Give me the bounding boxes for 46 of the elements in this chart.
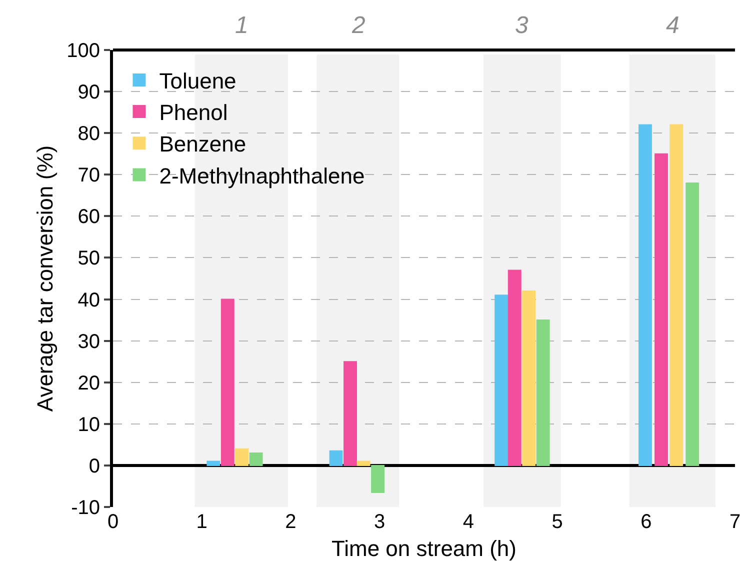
x-tick-label: 2	[285, 511, 296, 533]
y-tick-label: -10	[71, 497, 100, 519]
bar	[206, 460, 220, 466]
y-tick-label: 20	[78, 372, 100, 394]
y-tick-label: 30	[78, 330, 100, 353]
bar	[329, 450, 343, 466]
bar	[235, 448, 249, 466]
legend-label: Phenol	[159, 100, 228, 126]
y-tick-label: 50	[78, 248, 100, 270]
y-tick-label: 90	[78, 82, 100, 104]
y-tick-label: 60	[78, 206, 100, 228]
x-tick-label: 3	[374, 511, 386, 533]
bar	[494, 294, 508, 466]
legend-label: Toluene	[159, 68, 236, 94]
y-tick-label: 0	[88, 455, 100, 478]
bar	[371, 464, 385, 493]
bar	[536, 320, 550, 466]
band-label: 3	[515, 12, 529, 39]
x-tick-label: 5	[552, 511, 563, 533]
x-tick-label: 6	[640, 511, 652, 533]
bar	[654, 153, 668, 466]
legend-label: 2-Methylnaphthalene	[159, 163, 365, 188]
bar	[522, 290, 536, 466]
x-tick-label: 7	[729, 511, 741, 533]
y-axis-title: Average tar conversion (%)	[32, 145, 58, 412]
band-label: 4	[666, 12, 680, 39]
x-tick-label: 1	[196, 511, 208, 533]
y-tick-label: 80	[78, 123, 100, 146]
bar	[356, 460, 370, 466]
y-tick-label: 40	[78, 289, 100, 312]
bar	[220, 298, 234, 466]
x-axis-title: Time on stream (h)	[331, 536, 517, 561]
bar	[508, 270, 522, 466]
y-tick-label: 10	[78, 414, 100, 436]
band-label: 1	[235, 12, 248, 39]
bar	[670, 124, 684, 466]
y-tick-label: 70	[78, 164, 100, 187]
bar	[686, 182, 700, 466]
bar	[344, 361, 357, 466]
legend-label: Benzene	[159, 132, 246, 157]
x-tick-label: 0	[107, 511, 119, 533]
bar	[249, 452, 263, 466]
bar	[638, 124, 652, 466]
x-tick-label: 4	[462, 511, 474, 533]
y-tick-label: 100	[66, 40, 100, 62]
band-label: 2	[351, 12, 366, 39]
